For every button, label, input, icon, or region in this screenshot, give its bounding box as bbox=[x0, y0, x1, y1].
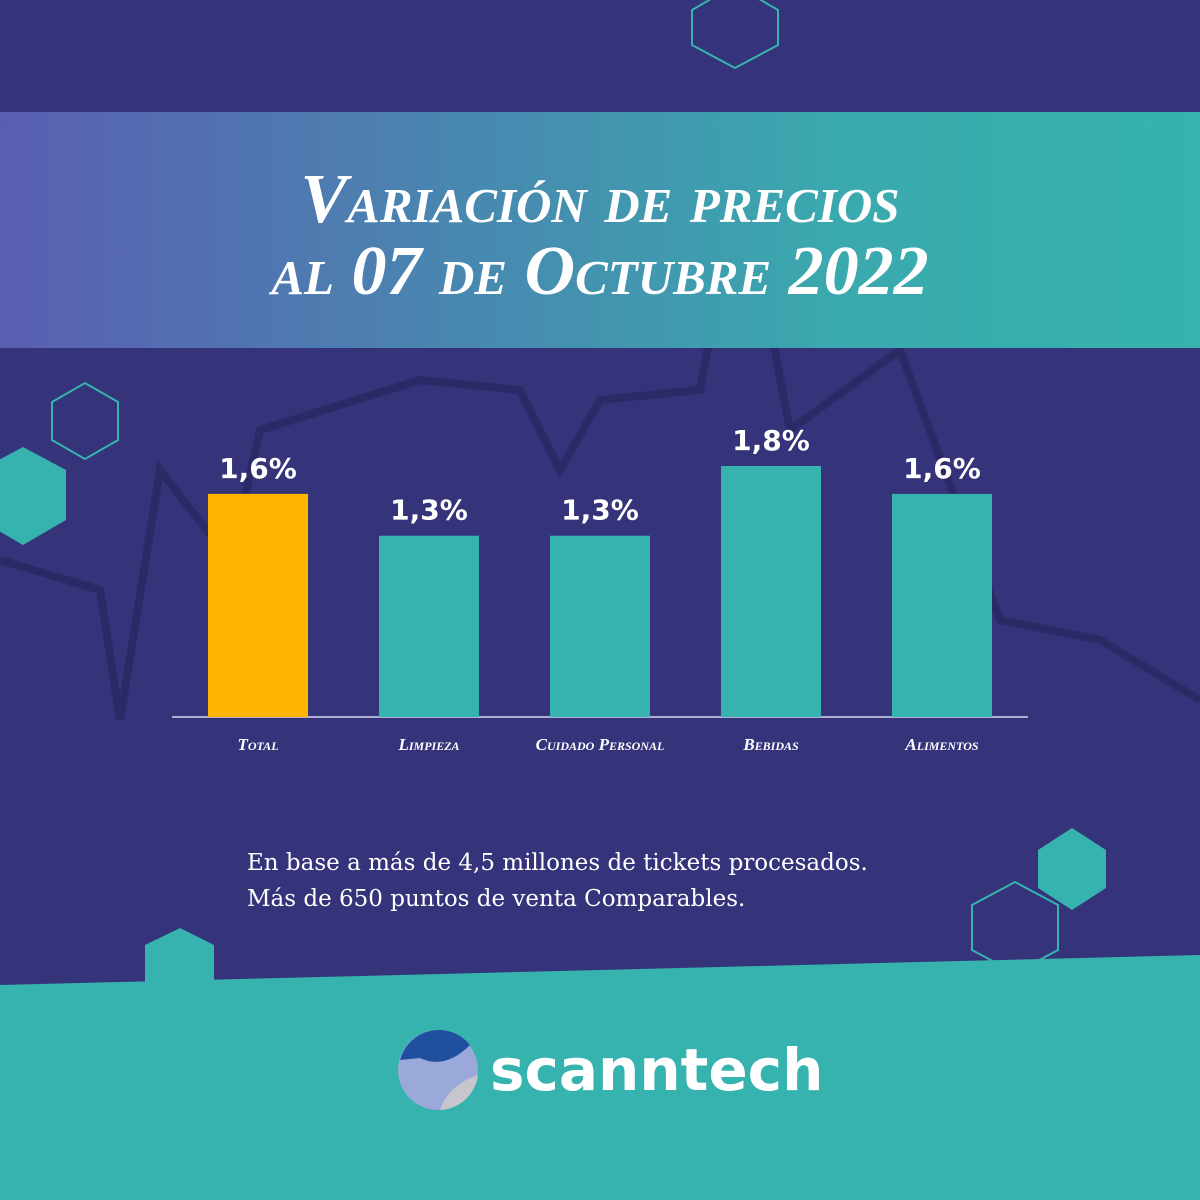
value-label: 1,3% bbox=[561, 494, 639, 527]
logo-part bbox=[400, 1029, 470, 1062]
decor-line bbox=[0, 169, 1200, 721]
decor-hex bbox=[691, 0, 779, 70]
bar bbox=[379, 535, 479, 717]
x-tick-label: Total bbox=[237, 735, 278, 754]
bar bbox=[208, 493, 308, 717]
x-tick-label: Alimentos bbox=[904, 735, 978, 754]
bar bbox=[892, 493, 992, 717]
decor-hex bbox=[0, 447, 66, 545]
value-label: 1,6% bbox=[903, 452, 981, 485]
decor-hex bbox=[1038, 828, 1106, 910]
value-label: 1,8% bbox=[732, 424, 810, 457]
bar bbox=[721, 466, 821, 717]
x-tick-label: Limpieza bbox=[397, 735, 459, 754]
logo-icon bbox=[398, 1029, 478, 1110]
footer-band bbox=[0, 955, 1200, 1200]
decor-hex bbox=[971, 880, 1059, 975]
logo-part bbox=[440, 1075, 478, 1110]
footnote: Más de 650 puntos de venta Comparables. bbox=[247, 886, 745, 912]
x-tick-label: Cuidado Personal bbox=[536, 735, 665, 754]
value-label: 1,6% bbox=[219, 452, 297, 485]
footnote: En base a más de 4,5 millones de tickets… bbox=[247, 850, 868, 876]
decor-hex bbox=[51, 381, 119, 461]
chart-title: al 07 de Octubre 2022 bbox=[268, 233, 928, 310]
brand-name: scanntech bbox=[490, 1036, 823, 1104]
title-band bbox=[0, 112, 1200, 348]
chart-title: Variación de precios bbox=[300, 161, 899, 238]
bar bbox=[550, 535, 650, 717]
x-tick-label: Bebidas bbox=[742, 735, 799, 754]
value-label: 1,3% bbox=[390, 494, 468, 527]
